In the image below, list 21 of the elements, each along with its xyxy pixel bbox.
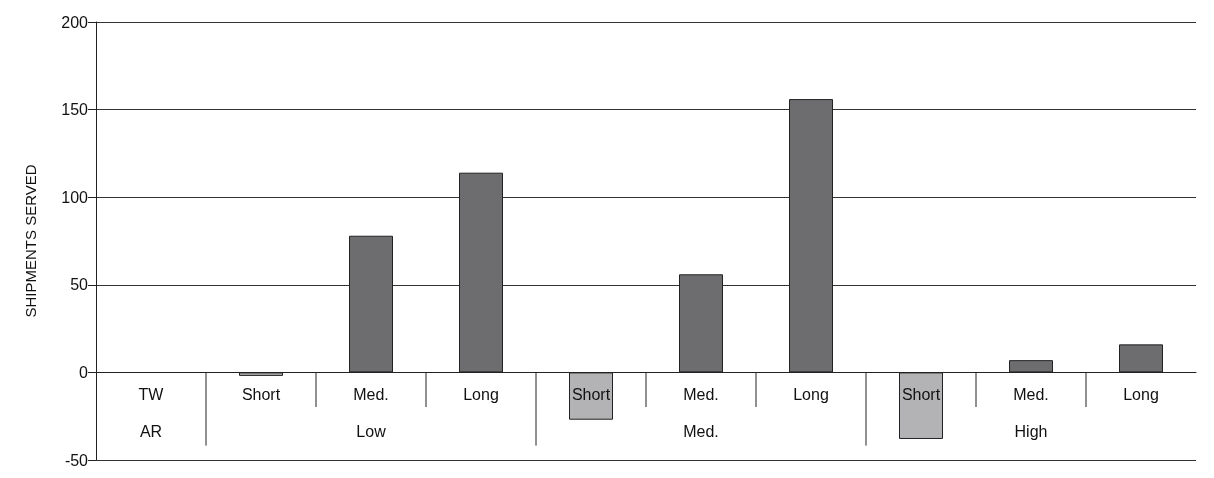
x-tick-label: Med. <box>683 385 719 403</box>
x-tick-label: TW <box>138 385 165 403</box>
y-tick-label: 150 <box>61 101 89 119</box>
x-tick-label: Long <box>793 385 829 403</box>
y-tick-label: 100 <box>61 188 89 206</box>
annotation: Low <box>356 423 387 441</box>
x-tick-label: Long <box>463 385 499 403</box>
x-tick-label: Med. <box>353 385 389 403</box>
annotation: AR <box>139 423 163 441</box>
x-tick-label: Med. <box>1013 385 1049 403</box>
y-axis-title: SHIPMENTS SERVED <box>22 164 39 318</box>
annotation: High <box>1014 423 1048 441</box>
y-tick-label: -50 <box>64 451 89 469</box>
y-tick-label: 0 <box>79 363 89 381</box>
y-tick-label: 50 <box>70 276 89 294</box>
y-tick-label: 200 <box>61 13 89 31</box>
x-tick-label: Long <box>1123 385 1159 403</box>
x-tick-label: Short <box>901 385 941 403</box>
x-tick-label: Short <box>571 385 611 403</box>
annotation: Med. <box>683 423 719 441</box>
x-tick-label: Short <box>241 385 281 403</box>
